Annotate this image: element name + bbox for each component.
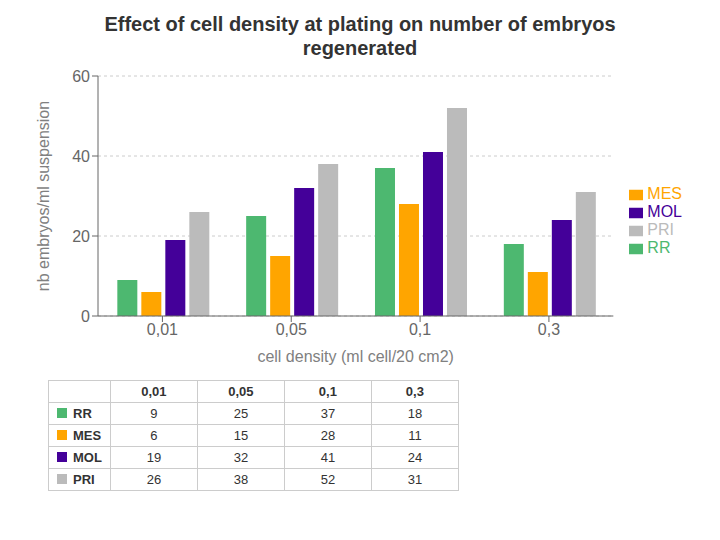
html-text:38: 38 — [233, 472, 249, 487]
svg-text:0,01: 0,01 — [147, 321, 178, 338]
html-text:0,01: 0,01 — [141, 384, 167, 399]
html-text:RR: RR — [647, 239, 671, 256]
html-text:0,3: 0,3 — [405, 384, 424, 399]
html-text:MES: MES — [73, 428, 102, 443]
svg-text:40: 40 — [72, 148, 90, 165]
html-text:0,1: 0,1 — [318, 384, 337, 399]
html-text:MOL: MOL — [647, 203, 682, 220]
svg-text:60: 60 — [72, 68, 90, 85]
html-text:RR: RR — [73, 406, 92, 421]
html-text:24: 24 — [407, 450, 423, 465]
svg-text:cell density (ml cell/20 cm2): cell density (ml cell/20 cm2) — [257, 348, 454, 365]
html-text:0,05: 0,05 — [228, 384, 254, 399]
html-text:52: 52 — [320, 472, 336, 487]
html-text:6: 6 — [150, 428, 158, 443]
svg-text:0: 0 — [81, 308, 90, 325]
html-text:Effect of cell density at plat: Effect of cell density at plating on num… — [104, 13, 616, 59]
html-text:25: 25 — [233, 406, 249, 421]
svg-text:0,05: 0,05 — [276, 321, 307, 338]
html-text:MOL: MOL — [73, 450, 102, 465]
svg-text:0,3: 0,3 — [538, 321, 560, 338]
svg-text:20: 20 — [72, 228, 90, 245]
html-text:32: 32 — [233, 450, 249, 465]
svg-text:0,1: 0,1 — [409, 321, 431, 338]
html-text:26: 26 — [146, 472, 162, 487]
html-text:18: 18 — [407, 406, 423, 421]
html-text:PRI: PRI — [647, 221, 674, 238]
html-text:28: 28 — [320, 428, 336, 443]
html-text:9: 9 — [150, 406, 158, 421]
html-text:41: 41 — [320, 450, 336, 465]
html-text:PRI: PRI — [73, 472, 95, 487]
html-text:MES: MES — [647, 185, 682, 202]
svg-text:nb embryos/ml suspension: nb embryos/ml suspension — [35, 101, 52, 291]
html-text:31: 31 — [407, 472, 423, 487]
html-text:15: 15 — [233, 428, 249, 443]
html-text:19: 19 — [146, 450, 162, 465]
html-text:11: 11 — [408, 428, 422, 443]
html-text:37: 37 — [320, 406, 336, 421]
